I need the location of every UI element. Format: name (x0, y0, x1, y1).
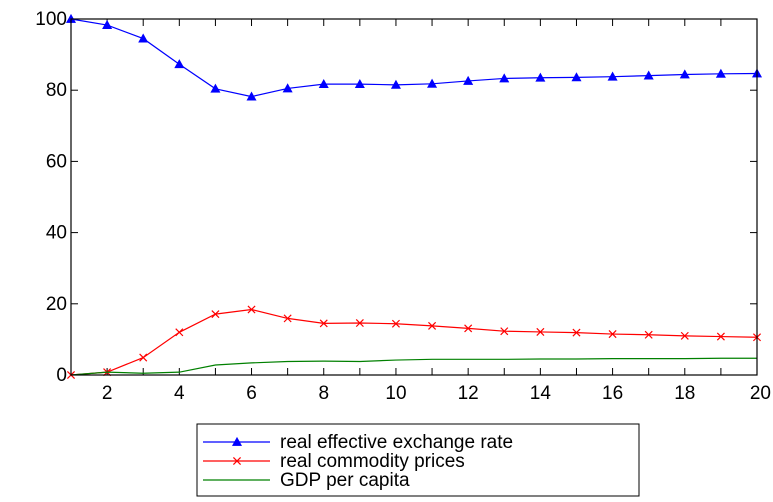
x-tick-label: 12 (458, 383, 479, 404)
legend-label: real commodity prices (280, 451, 465, 472)
legend-item-0: real effective exchange rate (203, 432, 513, 453)
data-point-6 (282, 83, 293, 93)
x-axis: 2 4 6 8 10 12 14 16 18 20 (70, 19, 771, 404)
x-tick-label: 4 (174, 383, 185, 404)
data-point-17 (679, 69, 690, 79)
data-point-3 (174, 59, 185, 69)
data-point-16 (644, 330, 653, 339)
legend-box (196, 423, 640, 497)
series-layer (65, 13, 763, 380)
data-point-legend (232, 456, 242, 466)
data-point-14 (572, 328, 581, 337)
data-point-17 (680, 331, 689, 340)
data-point-15 (607, 71, 618, 81)
data-point-12 (500, 327, 509, 336)
series-line (70, 308, 758, 376)
x-tick-label: 10 (385, 383, 406, 404)
series-1 (66, 305, 762, 380)
x-tick-label: 6 (246, 383, 257, 404)
y-axis: 0 20 40 60 80 100 (35, 9, 757, 386)
data-point-13 (536, 327, 545, 336)
x-tick-label: 14 (530, 383, 552, 404)
y-tick-label: 40 (46, 223, 67, 244)
legend-label: GDP per capita (280, 470, 410, 491)
y-tick-label: 80 (46, 80, 67, 101)
data-point-9 (391, 319, 400, 328)
data-point-6 (283, 314, 292, 323)
data-point-2 (139, 353, 148, 362)
y-tick-label: 0 (56, 365, 67, 386)
series-line (70, 357, 757, 376)
data-point-5 (247, 305, 256, 314)
series-2 (70, 357, 757, 376)
data-point-8 (354, 79, 365, 89)
series-line (70, 18, 758, 98)
x-tick-label: 8 (318, 383, 329, 404)
data-point-7 (318, 79, 329, 89)
x-tick-label: 16 (602, 383, 623, 404)
series-0 (65, 13, 763, 101)
data-point-12 (499, 73, 510, 83)
data-point-4 (210, 83, 221, 93)
y-tick-label: 100 (35, 9, 67, 30)
data-point-10 (428, 321, 437, 330)
x-tick-label: 20 (750, 383, 771, 404)
data-point-8 (355, 318, 364, 328)
y-tick-label: 20 (46, 294, 67, 315)
data-point-11 (463, 75, 474, 85)
data-point-3 (175, 328, 184, 337)
y-tick-label: 60 (46, 151, 67, 172)
plot-frame (70, 18, 758, 376)
data-point-legend (231, 436, 243, 446)
data-point-2 (138, 33, 149, 43)
data-point-16 (643, 70, 654, 80)
x-tick-label: 2 (102, 383, 113, 404)
data-point-10 (427, 78, 438, 88)
data-point-14 (571, 72, 582, 82)
data-point-7 (319, 319, 328, 328)
data-point-9 (390, 79, 401, 89)
data-point-11 (464, 324, 473, 333)
legend-label: real effective exchange rate (280, 432, 513, 453)
data-point-15 (608, 330, 617, 339)
legend-item-1: real commodity prices (203, 451, 465, 472)
data-point-4 (211, 310, 220, 319)
data-point-1 (102, 19, 113, 29)
data-point-18 (716, 332, 725, 341)
data-point-18 (715, 68, 726, 78)
legend-item-2: GDP per capita (203, 470, 410, 491)
data-point-5 (246, 91, 257, 101)
x-tick-label: 18 (674, 383, 695, 404)
data-point-13 (535, 72, 546, 82)
